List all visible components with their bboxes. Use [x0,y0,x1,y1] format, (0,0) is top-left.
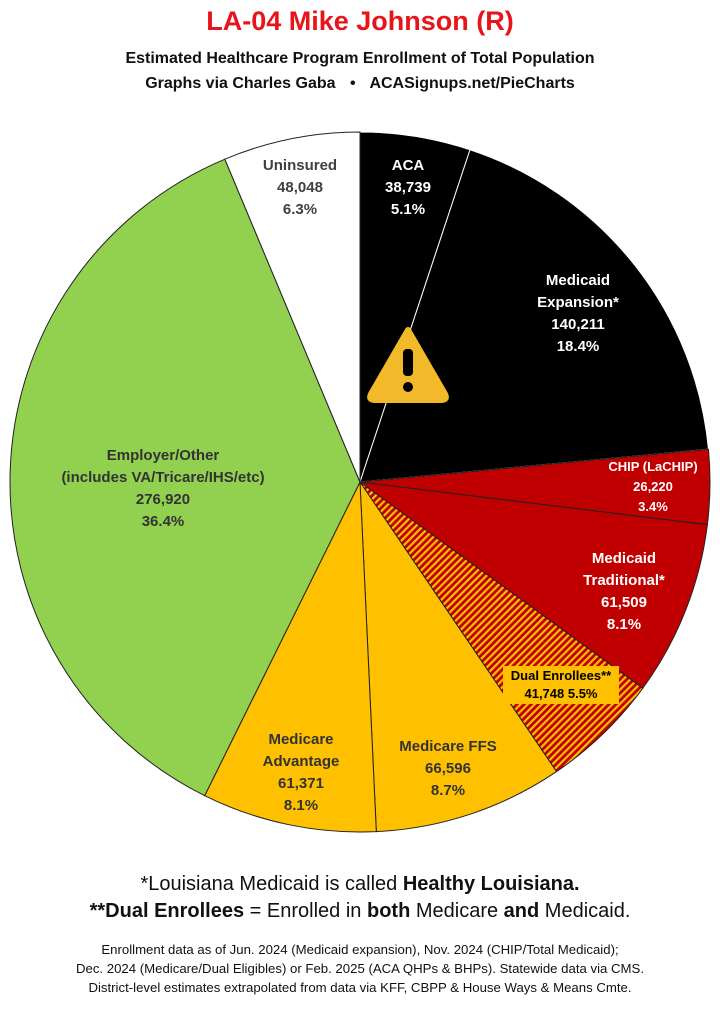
slice-label: Dual Enrollees** 41,748 5.5% [511,668,612,701]
footnote-bold: both [366,900,411,922]
footnote-medicaid-name: *Louisiana Medicaid is called Healthy Lo… [0,873,720,896]
chart-title: LA-04 Mike Johnson (R) [206,6,514,36]
chart-credit: Graphs via Charles Gaba • ACASignups.net… [0,75,720,93]
pie-slice [224,131,361,483]
slice-label: Medicaid Traditional* 61,509 8.1% [583,550,665,633]
source-line-3: District-level estimates extrapolated fr… [88,980,632,995]
slice-label: Medicare Advantage 61,371 8.1% [263,731,340,814]
pie-slice [9,158,361,797]
source-line-1: Enrollment data as of Jun. 2024 (Medicai… [101,942,619,957]
chart-subtitle: Estimated Healthcare Program Enrollment … [125,50,595,67]
footnote-text: = Enrolled in [244,900,367,922]
credit-author: Graphs via Charles Gaba [145,75,336,92]
footnote-text: Medicaid. [539,900,631,922]
pie-slice [359,480,558,833]
credit-separator: • [349,75,356,92]
slice-label: Medicare FFS 66,596 8.7% [399,738,497,799]
footnote-dual-enrollees: **Dual Enrollees = Enrolled in both Medi… [0,900,720,923]
slice-label: CHIP (LaCHIP) 26,220 3.4% [608,459,697,514]
warning-icon [367,327,449,403]
source-line-2: Dec. 2024 (Medicare/Dual Eligibles) or F… [75,961,645,976]
footnote-text: Medicare [410,900,504,922]
footnote-bold: Healthy Louisiana. [402,873,580,895]
pie-chart: ACA 38,739 5.1% Medicaid Expansion* 140,211 18… [9,131,711,833]
slice-label: Uninsured 48,048 6.3% [263,157,337,218]
dual-label-background [503,666,619,704]
footnote-text: *Louisiana Medicaid is called [140,873,403,895]
footnote-bold: **Dual Enrollees [89,900,245,922]
pie-slice [358,481,708,689]
credit-url[interactable]: ACASignups.net/PieCharts [369,75,575,92]
slice-label: Employer/Other (includes VA/Tricare/IHS/e… [61,447,264,530]
slice-label: ACA 38,739 5.1% [385,157,431,218]
pie-slice [204,480,377,833]
slice-label: Medicaid Expansion* 140,211 18.4% [537,272,619,355]
footnote-bold: and [503,900,540,922]
